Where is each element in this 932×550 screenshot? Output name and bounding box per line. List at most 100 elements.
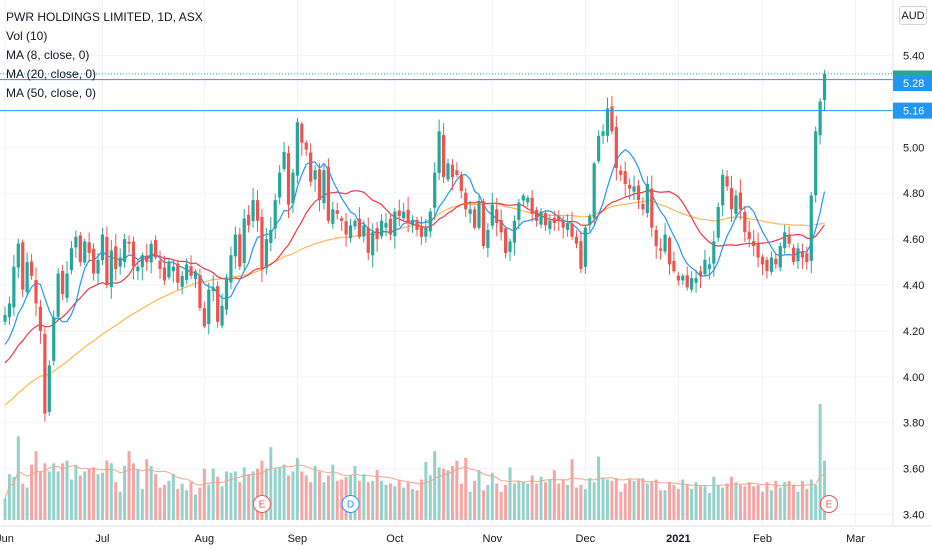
price-tick-label: 5.40	[903, 51, 924, 63]
time-tick-label: Sep	[288, 533, 308, 545]
candle	[38, 299, 43, 344]
candle	[778, 242, 782, 272]
legend-ma50[interactable]: MA (50, close, 0)	[6, 86, 97, 100]
candle-body	[366, 227, 370, 253]
candle-body	[424, 227, 428, 237]
candle-body	[87, 242, 91, 253]
price-tick-label: 4.60	[903, 234, 924, 246]
candle-body	[269, 229, 273, 244]
candle	[774, 254, 778, 269]
volume-bar	[78, 475, 82, 520]
candle	[69, 241, 74, 275]
volume-bar	[202, 468, 206, 520]
event-circle	[341, 495, 360, 513]
event-marker-d[interactable]: D	[341, 495, 360, 513]
candle	[406, 196, 410, 232]
candle-body	[220, 305, 224, 326]
volume-bar	[654, 479, 658, 520]
volume-bar	[442, 468, 446, 520]
time-tick-label: Oct	[386, 533, 403, 545]
candle-body	[100, 234, 105, 261]
candle-body	[628, 184, 632, 189]
candle	[654, 225, 658, 259]
candle	[455, 162, 459, 178]
volume-bar	[641, 478, 645, 520]
candle-body	[202, 308, 206, 327]
horizontal-lines[interactable]	[0, 73, 893, 112]
candle	[566, 214, 570, 237]
candle	[645, 176, 649, 218]
volume-bar	[681, 479, 685, 520]
candle	[388, 213, 393, 241]
candle-body	[464, 192, 468, 210]
candle-body	[690, 278, 694, 290]
candle	[162, 255, 167, 285]
volume-bar	[623, 483, 627, 520]
volume-bar	[229, 472, 233, 520]
volume-bar	[694, 482, 698, 520]
candle	[459, 171, 463, 199]
candle-body	[707, 264, 711, 269]
volume-bar	[769, 490, 773, 520]
candle	[539, 208, 543, 229]
legend-volume[interactable]: Vol (10)	[6, 29, 48, 43]
candle-body	[588, 216, 592, 226]
candle	[667, 235, 672, 275]
candle-body	[145, 255, 149, 263]
candle	[238, 227, 242, 270]
candle-body	[158, 260, 162, 269]
volume-bar	[189, 482, 193, 520]
candle	[437, 119, 441, 180]
candle	[83, 238, 87, 265]
volume-bar	[61, 463, 65, 520]
volume-bar	[512, 483, 516, 520]
event-marker-e[interactable]: E	[252, 495, 271, 513]
volume-bar	[628, 479, 632, 520]
candle-body	[446, 163, 450, 180]
volume-bar	[663, 490, 667, 520]
time-axis[interactable]: Jun Jul Aug Sep Oct Nov Dec 2021 Feb Mar	[0, 525, 932, 545]
candle-body	[260, 216, 264, 269]
candle	[29, 254, 34, 280]
candle-body	[472, 209, 477, 228]
candle	[273, 193, 277, 240]
volume-bar	[393, 486, 397, 520]
legend-ma20[interactable]: MA (20, close, 0)	[6, 67, 97, 81]
volume-bar	[645, 483, 649, 520]
volume-bar	[676, 488, 680, 520]
volume-bar	[672, 484, 676, 520]
volume-bar	[216, 476, 220, 520]
candle-body	[654, 229, 658, 247]
candle	[446, 158, 450, 182]
candle	[34, 267, 38, 317]
volume-bar	[809, 479, 813, 520]
candle	[610, 95, 614, 135]
volume-bar	[388, 483, 392, 520]
volume-bar	[300, 471, 304, 520]
candle	[632, 175, 636, 201]
volume-bar	[486, 484, 490, 520]
currency-label[interactable]: AUD	[899, 6, 927, 25]
legend-ma8[interactable]: MA (8, close, 0)	[6, 48, 90, 62]
candle-body	[348, 225, 353, 239]
candle-body	[477, 202, 481, 228]
volume-bar	[428, 475, 432, 520]
candle	[114, 233, 118, 281]
event-marker-e[interactable]: E	[819, 495, 838, 513]
candle-body	[353, 220, 357, 227]
volume-bar	[521, 482, 525, 520]
volume-bar	[362, 474, 366, 520]
candle	[340, 215, 344, 232]
candle	[402, 203, 406, 222]
candle	[517, 198, 521, 230]
volume-bar	[331, 464, 335, 520]
candle	[495, 197, 499, 237]
candle	[118, 248, 122, 275]
candle	[734, 190, 738, 220]
volume-bar	[167, 480, 171, 520]
candle	[588, 213, 592, 232]
legend-title[interactable]: PWR HOLDINGS LIMITED, 1D, ASX	[6, 10, 203, 24]
